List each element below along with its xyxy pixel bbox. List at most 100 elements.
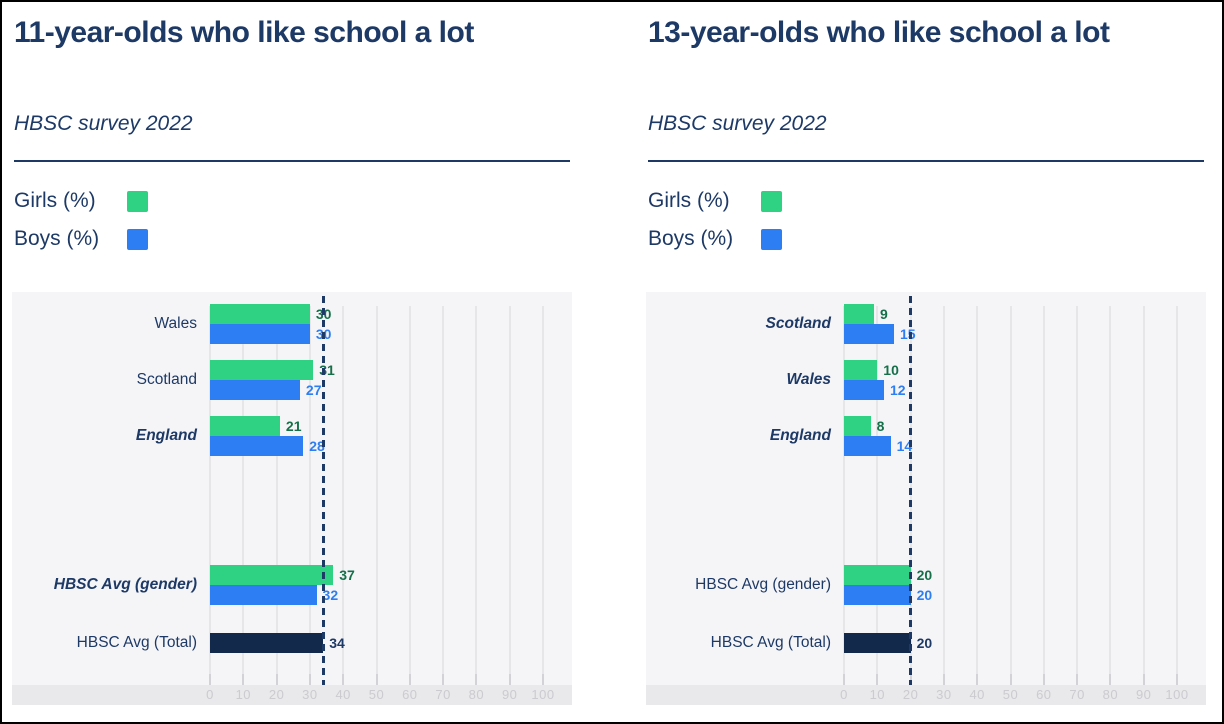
axis-tick [275,674,278,685]
x-axis-tick-label: 50 [1002,687,1019,702]
x-axis-tick-label: 40 [969,687,985,702]
category-label: Wales [154,315,198,332]
axis-tick [342,674,345,685]
average-reference-line [321,296,325,685]
axis-tick [1109,674,1112,685]
x-axis-tick-label: 70 [1069,687,1085,702]
value-label: 10 [883,362,899,378]
gridline [942,306,945,685]
girls-bar [210,360,314,380]
axis-tick [942,674,945,685]
legend-swatch [127,228,148,250]
gridline [475,306,478,685]
x-axis-tick-label: 90 [501,687,518,702]
x-axis-tick-label: 80 [1102,687,1119,702]
category-label: HBSC Avg (Total) [76,634,197,651]
gridline [976,306,979,685]
total-bar [210,633,324,653]
axis-tick [308,674,311,685]
girls-bar [210,416,280,436]
category-label: HBSC Avg (gender) [53,576,197,593]
girls-bar [210,565,334,585]
axis-tick [442,674,445,685]
gridline [375,306,378,685]
gridline [342,306,345,685]
total-bar [844,633,911,653]
x-axis-tick-label: 0 [840,687,848,702]
divider [648,160,1204,162]
boys-bar [210,585,317,605]
value-label: 15 [899,326,916,342]
x-axis: 0 10 20 30 40 50 60 70 80 90 100 [12,685,572,705]
boys-bar [210,380,300,400]
axis-tick [508,674,511,685]
gridline [843,306,845,685]
axis-tick [209,674,211,685]
x-axis-tick-label: 100 [1165,687,1189,702]
legend-swatch [127,190,148,212]
x-axis-tick-label: 20 [902,687,919,702]
girls-bar [210,304,310,324]
x-axis-tick-label: 10 [869,687,886,702]
x-axis: 0 10 20 30 40 50 60 70 80 90 100 [646,685,1206,705]
legend: Girls (%) Boys (%) [648,186,782,262]
chart-subtitle: HBSC survey 2022 [14,112,193,135]
girls-bar [844,304,874,324]
legend-item: Boys (%) [648,224,782,254]
axis-tick [1042,674,1045,685]
x-axis-tick-label: 60 [402,687,418,702]
axis-tick [375,674,378,685]
gridline [1076,306,1079,685]
value-label: 20 [916,567,933,583]
x-axis-tick-label: 80 [468,687,485,702]
gridline [876,306,879,685]
gridline [1042,306,1045,685]
legend: Girls (%) Boys (%) [14,186,148,262]
axis-tick [475,674,478,685]
axis-tick [1076,674,1079,685]
boys-bar [844,585,911,605]
legend-item: Girls (%) [648,186,782,216]
x-axis-tick-label: 100 [531,687,555,702]
gridline [242,306,245,685]
x-axis-tick-label: 50 [368,687,385,702]
chart-title: 11-year-olds who like school a lot [14,16,474,49]
gridline [408,306,411,685]
x-axis-tick-label: 40 [335,687,351,702]
x-axis-tick-label: 20 [268,687,285,702]
girls-bar [844,565,911,585]
gridline [209,306,211,685]
category-label: Scotland [136,371,197,388]
category-label: Wales [786,371,831,388]
value-label: 20 [916,635,933,651]
boys-bar [210,324,310,344]
legend-label: Boys (%) [14,227,100,250]
gridline [308,306,311,685]
value-label: 9 [879,306,888,322]
boys-bar [844,324,894,344]
gridline [508,306,511,685]
girls-bar [844,416,871,436]
x-axis-tick-label: 30 [302,687,318,702]
category-label: HBSC Avg (gender) [695,576,831,593]
value-label: 20 [916,587,933,603]
bar-chart: 0 10 20 30 40 50 60 70 80 90 100 Scotland 9 15 Wales 10… [646,292,1206,705]
gridline [1009,306,1012,685]
legend-swatch [761,228,782,250]
axis-tick [1009,674,1012,685]
x-axis-tick-label: 0 [206,687,214,702]
chart-subtitle: HBSC survey 2022 [648,112,827,135]
category-label: HBSC Avg (Total) [710,634,831,651]
legend-swatch [761,190,782,212]
value-label: 34 [329,635,345,651]
axis-tick [542,674,544,685]
average-reference-line [909,296,913,685]
value-label: 8 [876,418,885,434]
axis-tick [408,674,411,685]
chart-title: 13-year-olds who like school a lot [648,16,1110,49]
chart-panel-11-year-olds: 11-year-olds who like school a lot HBSC … [12,2,572,722]
x-axis-tick-label: 10 [235,687,252,702]
x-axis-tick-label: 60 [1036,687,1052,702]
legend-item: Boys (%) [14,224,148,254]
value-label: 32 [322,587,339,603]
